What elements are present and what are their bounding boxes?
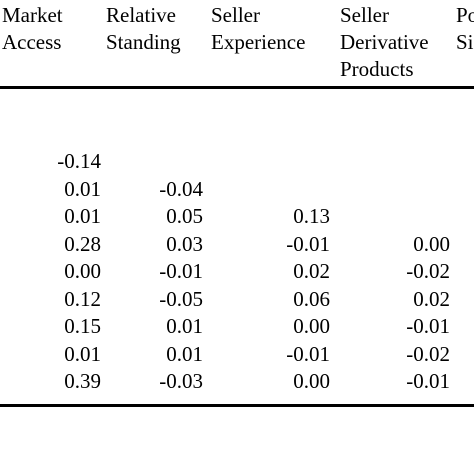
table-cell: 0.00 bbox=[64, 259, 101, 283]
table-cell: 0.01 bbox=[166, 342, 203, 366]
column-header: Seller Derivative Products bbox=[340, 2, 429, 83]
column-header-line: Experience bbox=[211, 29, 305, 56]
table-cell: 0.28 bbox=[64, 232, 101, 256]
table-cell: -0.01 bbox=[286, 342, 330, 366]
table-cell: 0.02 bbox=[293, 259, 330, 283]
table-cell: 0.13 bbox=[293, 204, 330, 228]
column-header-line: Derivative bbox=[340, 29, 429, 56]
column-header-line: Po bbox=[456, 2, 474, 29]
table-cell: 0.02 bbox=[413, 287, 450, 311]
table-cell: 0.00 bbox=[293, 314, 330, 338]
table-cell: 0.15 bbox=[64, 314, 101, 338]
column-header-line: Products bbox=[340, 56, 429, 83]
table-cell: -0.03 bbox=[159, 369, 203, 393]
table-cell: 0.12 bbox=[64, 287, 101, 311]
column-header: Market Access bbox=[2, 2, 63, 56]
table-cell: -0.05 bbox=[159, 287, 203, 311]
table-cell: 0.00 bbox=[293, 369, 330, 393]
column-header: Relative Standing bbox=[106, 2, 181, 56]
table-cell: 0.01 bbox=[64, 204, 101, 228]
table-cell: -0.02 bbox=[406, 259, 450, 283]
table-cell: 0.01 bbox=[166, 314, 203, 338]
table-cell: 0.01 bbox=[64, 177, 101, 201]
column-header-line: Market bbox=[2, 2, 63, 29]
column-header-line: Seller bbox=[211, 2, 305, 29]
table-cell: -0.04 bbox=[159, 177, 203, 201]
column-header-line: Relative bbox=[106, 2, 181, 29]
table-cell: 0.06 bbox=[293, 287, 330, 311]
table-cell: -0.01 bbox=[406, 369, 450, 393]
column-header: Seller Experience bbox=[211, 2, 305, 56]
column-header: Po Si bbox=[456, 2, 474, 56]
table-cell: 0.39 bbox=[64, 369, 101, 393]
table-cell: 0.05 bbox=[166, 204, 203, 228]
column-header-line: Standing bbox=[106, 29, 181, 56]
top-rule bbox=[0, 86, 474, 89]
table-cell: -0.01 bbox=[406, 314, 450, 338]
bottom-rule bbox=[0, 404, 474, 407]
table-cell: -0.02 bbox=[406, 342, 450, 366]
table-cell: 0.01 bbox=[64, 342, 101, 366]
column-header-line: Si bbox=[456, 29, 474, 56]
table-cell: -0.01 bbox=[286, 232, 330, 256]
table-cell: 0.00 bbox=[413, 232, 450, 256]
table-cell: -0.01 bbox=[159, 259, 203, 283]
column-header-line: Access bbox=[2, 29, 63, 56]
table-cell: 0.03 bbox=[166, 232, 203, 256]
table-cell: -0.14 bbox=[57, 149, 101, 173]
column-header-line: Seller bbox=[340, 2, 429, 29]
